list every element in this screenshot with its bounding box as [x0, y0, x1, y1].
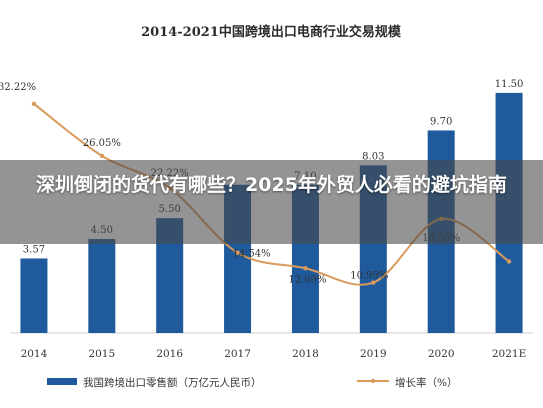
- growth-rate-label-2019: 10.99%: [350, 271, 388, 282]
- headline-text[interactable]: 深圳倒闭的货代有哪些？2025年外贸人必看的避坑指南: [36, 174, 507, 196]
- bar-2014: [20, 258, 48, 333]
- bar-value-label-2020: 9.70: [430, 116, 452, 127]
- x-tick-label-2021E: 2021E: [492, 348, 526, 360]
- growth-rate-point-2014: [31, 101, 37, 107]
- growth-rate-point-2021E: [506, 259, 512, 264]
- growth-rate-point-2015: [99, 153, 105, 158]
- x-tick-label-2016: 2016: [156, 348, 183, 360]
- growth-rate-point-2017: [235, 250, 240, 255]
- growth-rate-label-2018: 12.69%: [288, 274, 326, 285]
- x-tick-label-2018: 2018: [292, 348, 319, 360]
- x-tick-label-2019: 2019: [360, 348, 387, 360]
- growth-rate-label-2017: 14.54%: [232, 249, 270, 260]
- growth-rate-point-2018: [303, 266, 308, 271]
- legend-swatch-line-marker: [370, 378, 376, 384]
- bar-value-label-2019: 8.03: [362, 151, 384, 162]
- x-tick-label-2014: 2014: [21, 348, 48, 360]
- legend-label-bar: 我国跨境出口零售额（万亿元人民币）: [83, 376, 262, 389]
- growth-rate-label-2015: 26.05%: [83, 138, 121, 149]
- x-tick-label-2015: 2015: [88, 348, 115, 360]
- bar-value-label-2021E: 11.50: [495, 79, 524, 90]
- legend-swatch-bar: [47, 378, 77, 385]
- headline-banner: [0, 160, 543, 244]
- x-tick-label-2017: 2017: [224, 348, 251, 360]
- bar-value-label-2014: 3.57: [23, 244, 45, 255]
- x-tick-label-2020: 2020: [428, 348, 455, 360]
- growth-rate-label-2014: 32.22%: [0, 82, 36, 93]
- chart-title: 2014-2021中国跨境出口电商行业交易规模: [141, 24, 402, 40]
- growth-rate-point-2019: [371, 280, 376, 285]
- bar-2015: [88, 239, 116, 333]
- legend-label-line: 增长率（%）: [395, 376, 457, 389]
